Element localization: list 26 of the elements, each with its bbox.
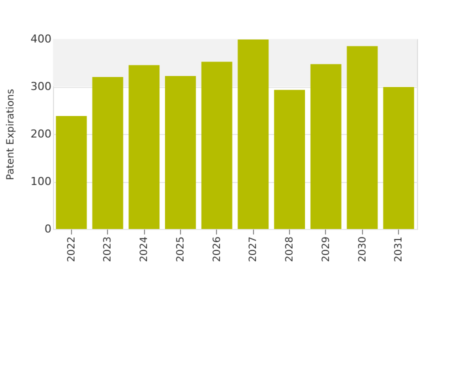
bar — [201, 62, 232, 229]
bar — [238, 39, 269, 229]
y-tick-label: 100 — [30, 175, 52, 188]
bar — [274, 90, 305, 229]
x-tick-label: 2027 — [248, 236, 260, 262]
y-tick-label: 200 — [30, 128, 52, 140]
bar — [128, 65, 160, 229]
y-tick-label: 400 — [30, 32, 52, 46]
x-tick-label: 2026 — [212, 236, 223, 262]
bar — [383, 86, 414, 229]
bar — [310, 64, 342, 229]
bar — [56, 116, 87, 229]
bar — [346, 46, 378, 229]
y-axis-title: Patent Expirations — [6, 88, 17, 180]
y-tick-label: 300 — [30, 80, 52, 93]
x-tick-label: 2024 — [139, 236, 150, 262]
x-tick-label: 2025 — [175, 236, 186, 262]
x-tick-label: 2028 — [284, 236, 296, 262]
x-tick-label: 2030 — [357, 236, 368, 262]
x-tick-label: 2031 — [394, 236, 405, 262]
x-tick-label: 2023 — [102, 236, 114, 262]
x-tick-label: 2022 — [66, 236, 78, 262]
y-tick-label: 0 — [44, 222, 52, 236]
bar — [165, 76, 196, 229]
bar — [92, 77, 124, 229]
x-tick-label: 2029 — [320, 236, 332, 262]
